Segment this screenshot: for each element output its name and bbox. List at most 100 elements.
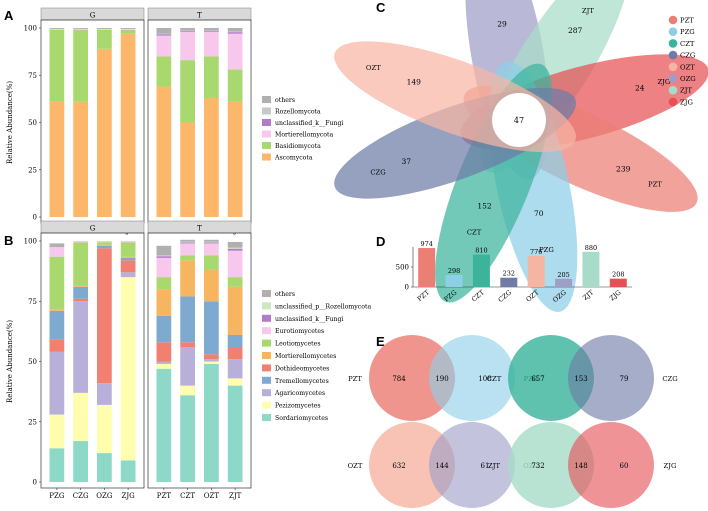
chart-e-pairwise-venn: PZTPZG784190108CZTCZG65715379OZTOZG63214…	[348, 335, 678, 508]
bar-segment-pezizomycetes-czg	[73, 392, 88, 442]
legend-swatch-ascomycota	[262, 153, 271, 161]
bar-segment-leotiomycetes-czg	[73, 242, 88, 286]
bar-segment-sordariomycetes-czg	[73, 441, 88, 482]
y-tick-label: 100	[24, 238, 37, 246]
bar-segment-basidiomycota-zjg	[120, 29, 136, 34]
bar-segment-rozellomycota-pzt	[156, 33, 172, 35]
petal-unique-count: 287	[568, 26, 583, 35]
petal-unique-count: 149	[407, 78, 422, 87]
bar-segment-mortierellomycota-ozt	[204, 31, 219, 57]
bar-segment-dothideomycetes-ozg	[97, 248, 112, 384]
venn-right-only-count: 60	[620, 462, 629, 470]
venn-circle-zjg	[568, 422, 654, 508]
bar-segment-dothideomycetes-zjg	[120, 260, 136, 273]
bar-segment-mortierellomycota-zjg	[120, 28, 136, 30]
y-tick-label: 500	[396, 264, 409, 272]
bar-segment-mortierellomycota-zjt	[227, 33, 243, 70]
petal-sample-name: OZG	[489, 0, 505, 2]
bar-segment-unclassified-p-rozellomycota-czt	[180, 241, 195, 243]
bar-segment-others-ozt	[204, 28, 219, 31]
bar-segment-tremellomycetes-zjt	[227, 334, 243, 348]
bar-segment-tremellomycetes-ozt	[204, 301, 219, 355]
bar-segment-unclassified-k-fungi-zjt	[227, 248, 243, 251]
bar-segment-leotiomycetes-ozt	[204, 255, 219, 270]
bar-segment-basidiomycota-zjt	[227, 69, 243, 102]
bar-segment-tremellomycetes-ozg	[97, 245, 112, 249]
bar-segment-basidiomycota-czt	[180, 60, 195, 123]
y-tick-label: 0	[33, 214, 37, 222]
bar-value-label: 974	[420, 240, 432, 248]
legend-dot-zjt	[668, 85, 678, 95]
venn-right-only-count: 61	[481, 462, 490, 470]
legend-swatch-unclassified-k-fungi	[262, 314, 271, 322]
bar-segment-basidiomycota-pzg	[49, 29, 65, 102]
legend-swatch-mortierellomycota	[262, 130, 271, 138]
legend-label: unclassified_k__Fungi	[275, 316, 343, 323]
venn-right-name: ZJG	[664, 462, 677, 470]
bar-segment-ascomycota-ozg	[97, 48, 112, 217]
bar-segment-leotiomycetes-zjg	[120, 242, 136, 257]
venn-left-name: ZJT	[488, 462, 500, 470]
bar-segment-mortierellomycetes-czg	[73, 285, 88, 287]
x-tick-label: CZG	[73, 492, 89, 500]
bar-segment-others-pzt	[156, 28, 172, 34]
bar-segment-leotiomycetes-pzg	[49, 256, 65, 310]
bar-zjg	[609, 278, 627, 287]
bar-pzt	[418, 248, 436, 287]
legend-swatch-unclassified-k-fungi	[262, 119, 271, 126]
legend-label: OZG	[680, 75, 696, 83]
legend-label: Mortierellomycetes	[275, 353, 336, 360]
bar-segment-mortierellomycetes-zjt	[227, 286, 243, 335]
bar-segment-others-czg	[73, 28, 88, 29]
bar-segment-tremellomycetes-czt	[180, 296, 195, 343]
venn-shared-count: 148	[574, 462, 587, 470]
bar-segment-others-pzg	[49, 243, 65, 248]
bar-segment-dothideomycetes-zjt	[227, 347, 243, 360]
petal-sample-name: PZG	[539, 246, 554, 254]
venn-shared-count: 153	[574, 375, 587, 383]
legend-swatch-unclassified-p-rozellomycota	[262, 302, 271, 310]
bar-segment-mortierellomycetes-ozg	[97, 244, 112, 246]
petal-unique-count: 70	[534, 209, 544, 218]
panel-label-d: D	[376, 234, 385, 249]
venn-shared-count: 190	[435, 375, 448, 383]
bar-segment-agaricomycetes-pzg	[49, 351, 65, 415]
y-axis-label: Relative Abundance(%)	[6, 320, 14, 403]
petal-unique-count: 24	[635, 84, 645, 93]
legend-swatch-others	[262, 290, 271, 297]
bar-segment-sordariomycetes-czt	[180, 395, 195, 482]
bar-segment-mortierellomycota-pzg	[49, 28, 65, 30]
legend-label: unclassified_p__Rozellomycota	[275, 303, 371, 310]
bar-segment-others-pzg	[49, 28, 65, 29]
bar-segment-eurotiomycetes-ozg	[97, 241, 112, 243]
x-tick-label: CZG	[497, 288, 513, 304]
legend-label: unclassified_k__Fungi	[275, 120, 343, 127]
legend-dot-ozt	[668, 62, 678, 72]
legend-swatch-others	[262, 96, 271, 103]
venn-left-only-count: 732	[531, 462, 544, 470]
bar-segment-sordariomycetes-ozt	[204, 363, 219, 482]
legend-label: Basidiomycota	[275, 143, 321, 150]
x-tick-label: CZT	[180, 492, 195, 500]
petal-sample-name: PZT	[648, 180, 662, 188]
venn-left-only-count: 632	[392, 462, 405, 470]
legend-label: Sordariomycetes	[275, 415, 328, 422]
core-count: 47	[514, 116, 524, 125]
bar-segment-unclassified-k-fungi-ozt	[204, 31, 219, 32]
bar-segment-leotiomycetes-zjt	[227, 277, 243, 287]
bar-value-label: 208	[612, 271, 624, 279]
bar-segment-agaricomycetes-czt	[180, 347, 195, 386]
legend-label: PZG	[680, 28, 695, 36]
bar-segment-ascomycota-pzt	[156, 86, 172, 217]
bar-segment-rozellomycota-zjt	[227, 31, 243, 33]
bar-segment-sordariomycetes-pzt	[156, 368, 172, 482]
bar-segment-tremellomycetes-pzt	[156, 315, 172, 343]
bar-segment-unclassified-k-fungi-zjt	[227, 32, 243, 34]
petal-sample-name: OZT	[366, 64, 381, 72]
venn-circle-pzg	[429, 335, 515, 421]
bar-segment-sordariomycetes-ozg	[97, 453, 112, 482]
x-tick-label: ZJT	[229, 492, 242, 500]
bar-ozg	[555, 278, 573, 287]
y-tick-label: 50	[28, 358, 37, 366]
venn-right-name: CZG	[662, 375, 677, 383]
